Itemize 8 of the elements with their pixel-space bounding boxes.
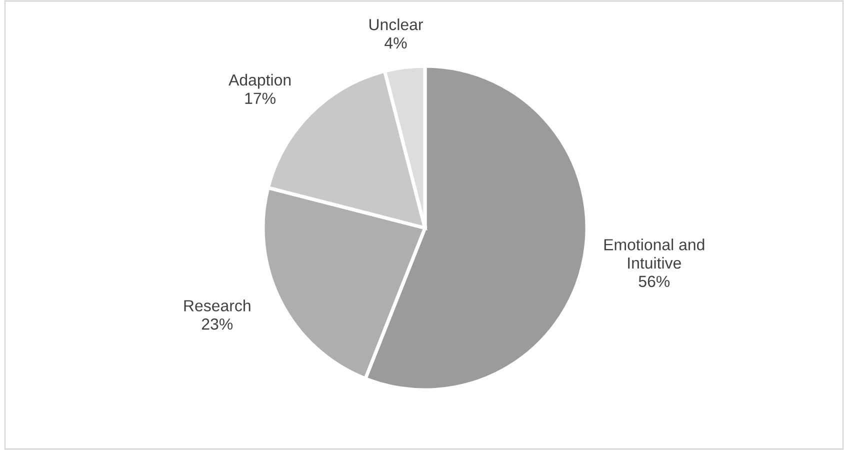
data-label: 23% xyxy=(202,318,233,330)
slice-label: Research xyxy=(184,300,250,312)
slice-label: Emotional and Intuitive xyxy=(604,238,704,269)
slice-label: Adaption xyxy=(228,74,291,89)
data-label: 17% xyxy=(245,92,276,104)
data-label: 4% xyxy=(384,37,407,49)
slice-label: Unclear xyxy=(369,18,424,30)
data-label: 56% xyxy=(638,276,670,288)
